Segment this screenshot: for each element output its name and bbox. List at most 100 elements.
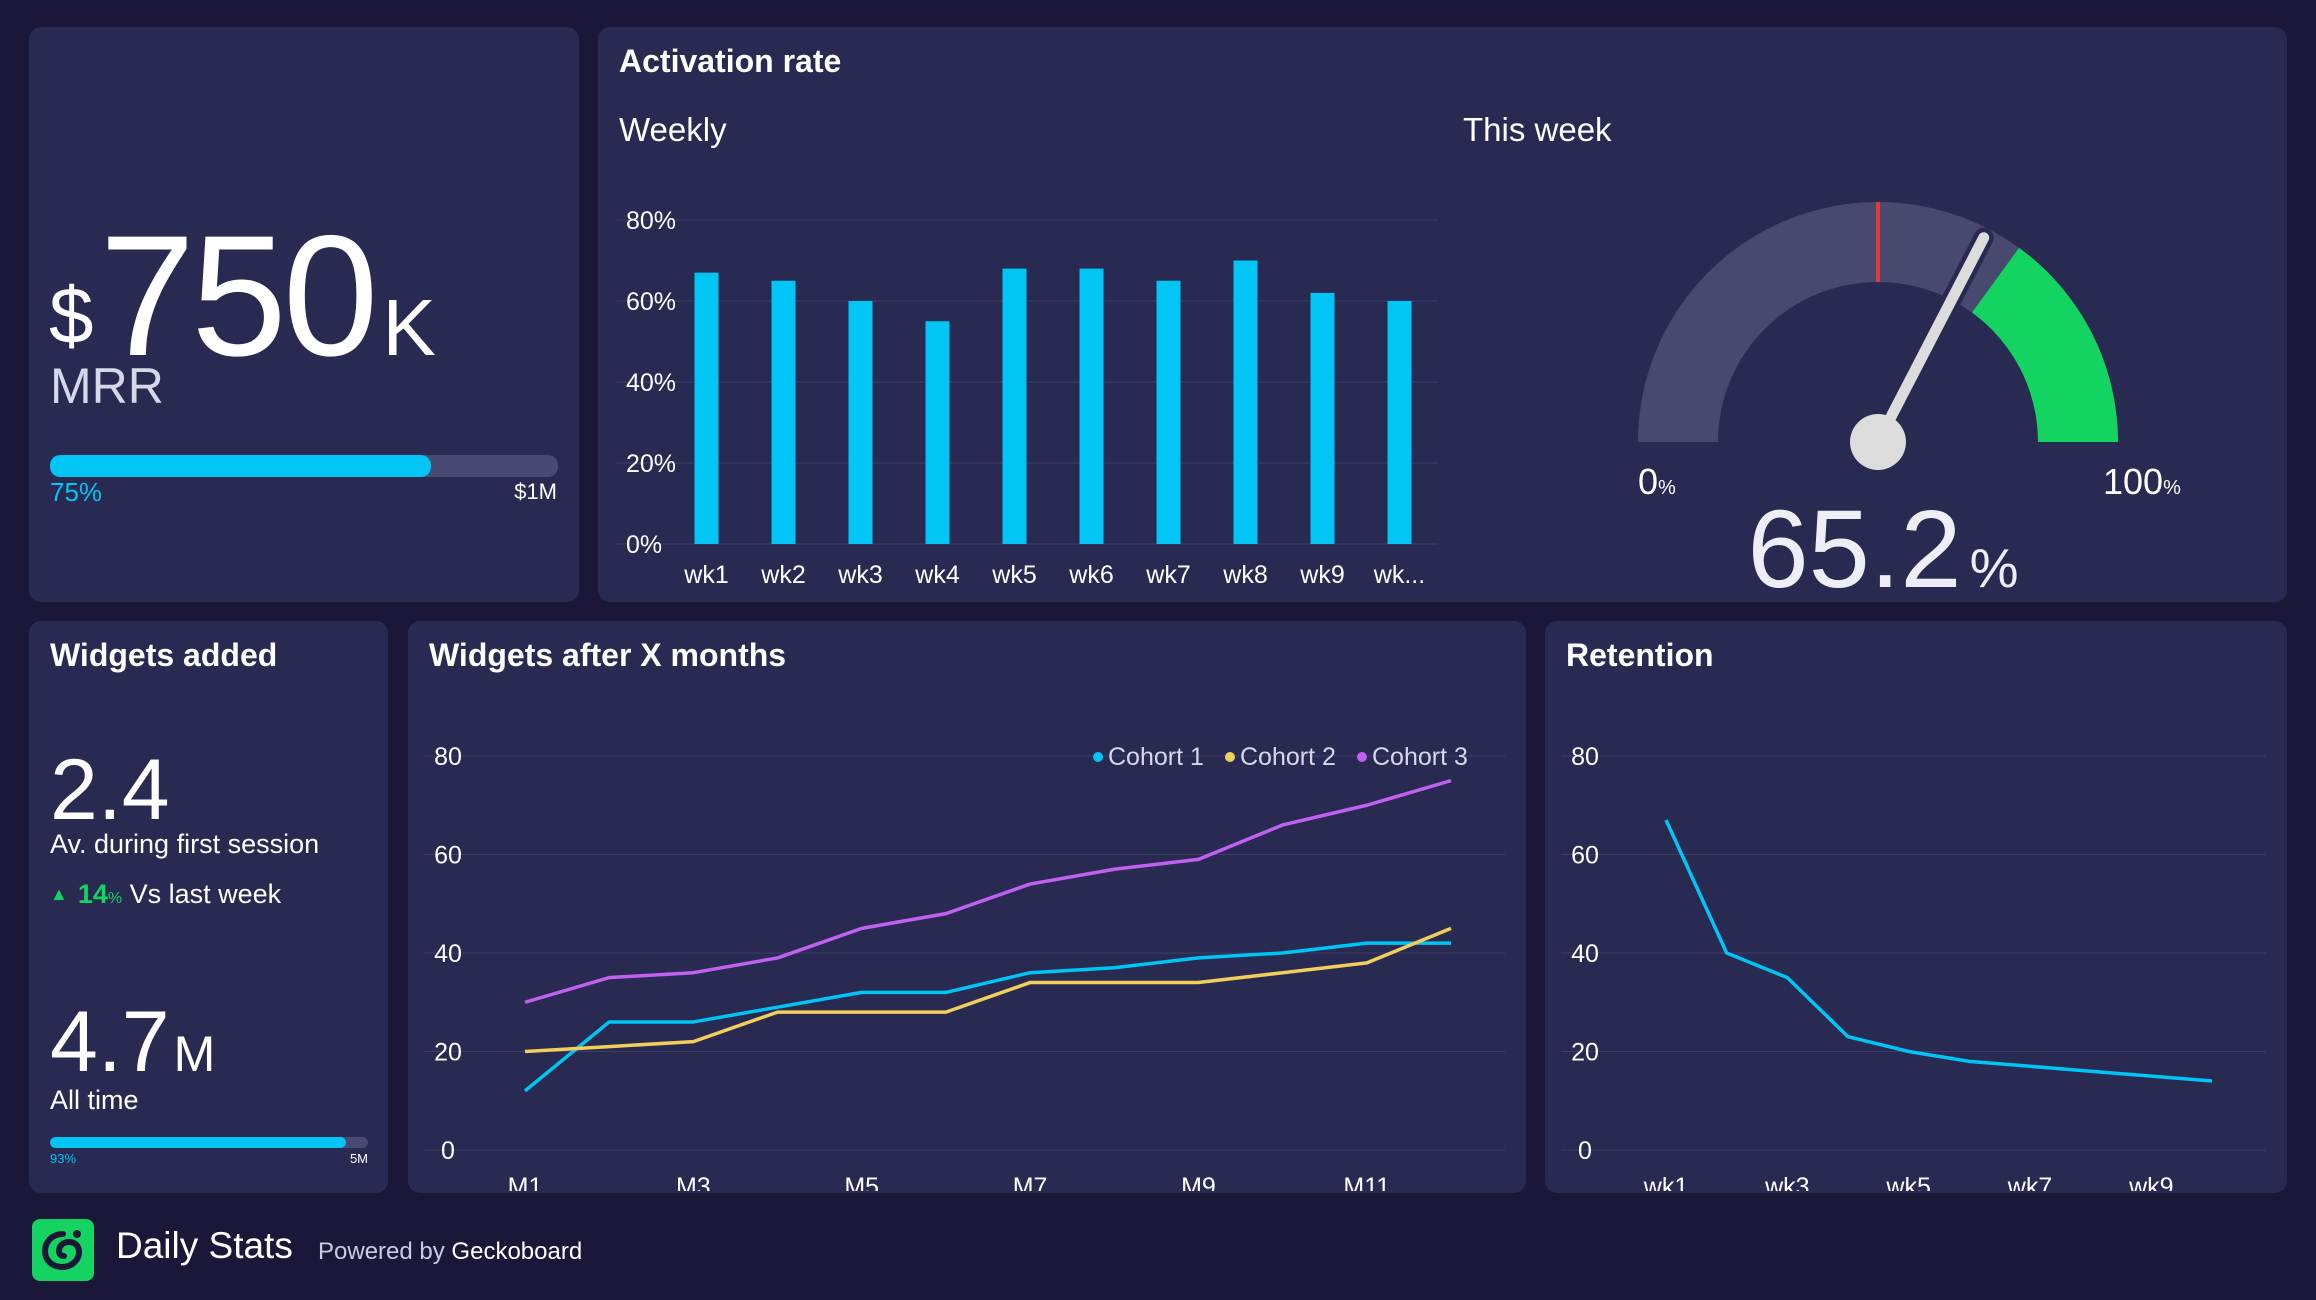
series-line-cohort-2: [524, 926, 1452, 1054]
widgets-added-panel: Widgets added 2.4 Av. during first sessi…: [29, 621, 388, 1193]
powered-by: Powered by Geckoboard: [318, 1238, 582, 1266]
alltime-unit: M: [173, 1026, 216, 1082]
gauge-value-unit: %: [1970, 537, 2019, 597]
trend-indicator: ▲ 14% Vs last week: [50, 879, 281, 910]
mrr-label: MRR: [50, 358, 164, 414]
y-tick-label: 20%: [626, 450, 676, 478]
mrr-currency: $: [49, 271, 94, 360]
x-tick-label: wk3: [1764, 1173, 1809, 1191]
widgets-months-title: Widgets after X months: [429, 637, 787, 673]
mrr-number: 750: [99, 200, 379, 392]
gauge-track: [1638, 202, 2118, 442]
alltime-progress-fill: [50, 1137, 346, 1148]
cohort-line-chart: 0 20 40 60 80 M1 M3 M5 M7 M9 M11 Cohort 3 Cohort 2 Co…: [424, 743, 1505, 1191]
y-tick-label: 80: [1571, 743, 1599, 771]
this-week-subtitle: This week: [1463, 111, 1612, 148]
powered-by-brand[interactable]: Geckoboard: [451, 1238, 583, 1265]
x-tick-label: wk...: [1373, 561, 1425, 589]
powered-by-prefix: Powered by: [318, 1238, 445, 1265]
activation-title: Activation rate: [619, 43, 842, 79]
bar: [925, 321, 950, 544]
widgets-added-title: Widgets added: [50, 637, 278, 673]
x-tick-label: wk1: [1643, 1173, 1688, 1191]
y-tick-label: 0%: [626, 531, 662, 559]
avg-widgets-value: 2.4: [50, 742, 170, 838]
x-tick-label: wk1: [683, 561, 728, 589]
x-tick-label: wk5: [1885, 1173, 1930, 1191]
series-line-retention: [1664, 819, 2213, 1083]
weekly-bar-chart: 0% 20% 40% 60% 80% wk1 wk2 wk3 wk4 wk5 wk6 wk7 wk8 wk…: [616, 207, 1438, 589]
x-tick-label: wk7: [1145, 561, 1190, 589]
y-tick-label: 60: [434, 842, 462, 870]
mrr-progress-fill: [50, 455, 431, 477]
trend-label: Vs last week: [129, 879, 282, 909]
series-line-cohort-1: [523, 941, 1451, 1093]
y-tick-label: 40: [434, 940, 462, 968]
legend-swatch: [1093, 752, 1103, 762]
dashboard-title: Daily Stats: [116, 1225, 293, 1266]
y-tick-label: 20: [1571, 1039, 1599, 1067]
gauge-value: 65.2%: [1748, 488, 2019, 597]
retention-line-chart: 0 20 40 60 80 wk1 wk3 wk5 wk7 wk9: [1561, 743, 2266, 1191]
gauge-min-label: 0%: [1638, 461, 1676, 502]
mrr-progress-bar: [50, 455, 558, 477]
y-tick-label: 20: [434, 1039, 462, 1067]
x-tick-label: wk9: [2128, 1173, 2173, 1191]
mrr-value: $750 K: [49, 197, 436, 395]
alltime-label: All time: [50, 1085, 139, 1115]
alltime-progress-label: 93%: [50, 1151, 77, 1166]
gauge-needle-hub: [1850, 414, 1906, 470]
bar: [1310, 292, 1335, 544]
y-tick-label: 0: [1578, 1137, 1592, 1165]
legend-swatch: [1357, 752, 1367, 762]
x-tick-label: wk9: [1299, 561, 1344, 589]
bar: [694, 272, 719, 544]
y-tick-label: 60: [1571, 842, 1599, 870]
avg-widgets-label: Av. during first session: [50, 829, 320, 859]
gauge-max-label: 100%: [2103, 461, 2181, 502]
widgets-months-panel: Widgets after X months 0 20 40 60 80 M1 M3 M5 M7…: [408, 621, 1526, 1193]
mrr-max-label: $1M: [514, 479, 557, 504]
activation-panel: Activation rate Weekly This week 0% 20% 40…: [598, 27, 2287, 602]
gauge-good-range: [1972, 247, 2118, 442]
weekly-subtitle: Weekly: [619, 111, 727, 148]
trend-delta-value: 14: [77, 879, 108, 909]
y-tick-label: 80%: [626, 207, 676, 235]
trend-delta-unit: %: [107, 890, 123, 907]
x-tick-label: M11: [1343, 1173, 1390, 1191]
x-tick-label: M9: [1181, 1173, 1216, 1191]
geckoboard-logo-icon: [32, 1219, 94, 1281]
retention-panel: Retention 0 20 40 60 80 wk1 wk3 wk5 wk7 wk9: [1545, 621, 2287, 1193]
y-tick-label: 80: [434, 743, 462, 771]
alltime-max-label: 5M: [349, 1151, 368, 1166]
bar: [1233, 260, 1258, 544]
x-tick-label: wk6: [1068, 561, 1113, 589]
x-tick-label: M5: [844, 1173, 879, 1191]
trend-delta: 14%: [78, 879, 122, 909]
x-tick-label: wk4: [914, 561, 960, 589]
gauge-needle: [1872, 232, 1990, 448]
legend-swatch: [1225, 752, 1235, 762]
alltime-value: 4.7M: [50, 993, 215, 1092]
bar: [1079, 268, 1104, 544]
y-tick-label: 60%: [626, 288, 676, 316]
series-line-cohort-3: [524, 778, 1452, 1004]
alltime-number: 4.7: [50, 994, 170, 1090]
x-tick-label: M1: [508, 1173, 543, 1191]
trend-up-icon: ▲: [50, 884, 68, 904]
bar: [848, 301, 873, 544]
y-tick-label: 40: [1571, 940, 1599, 968]
x-tick-label: wk3: [837, 561, 882, 589]
x-tick-label: wk7: [2007, 1173, 2052, 1191]
retention-title: Retention: [1566, 637, 1714, 673]
x-tick-label: M3: [676, 1173, 711, 1191]
alltime-progress-bar: [50, 1137, 368, 1148]
legend-label: Cohort 3: [1372, 743, 1468, 771]
gauge-min-unit: %: [1658, 477, 1676, 499]
legend-label: Cohort 2: [1240, 743, 1336, 771]
bar: [1002, 268, 1027, 544]
x-tick-label: wk8: [1222, 561, 1267, 589]
activation-gauge: 0% 100% 65.2%: [1638, 202, 2181, 597]
mrr-panel: $750 K MRR 75% $1M: [29, 27, 579, 602]
mrr-progress-label: 75%: [50, 477, 103, 507]
